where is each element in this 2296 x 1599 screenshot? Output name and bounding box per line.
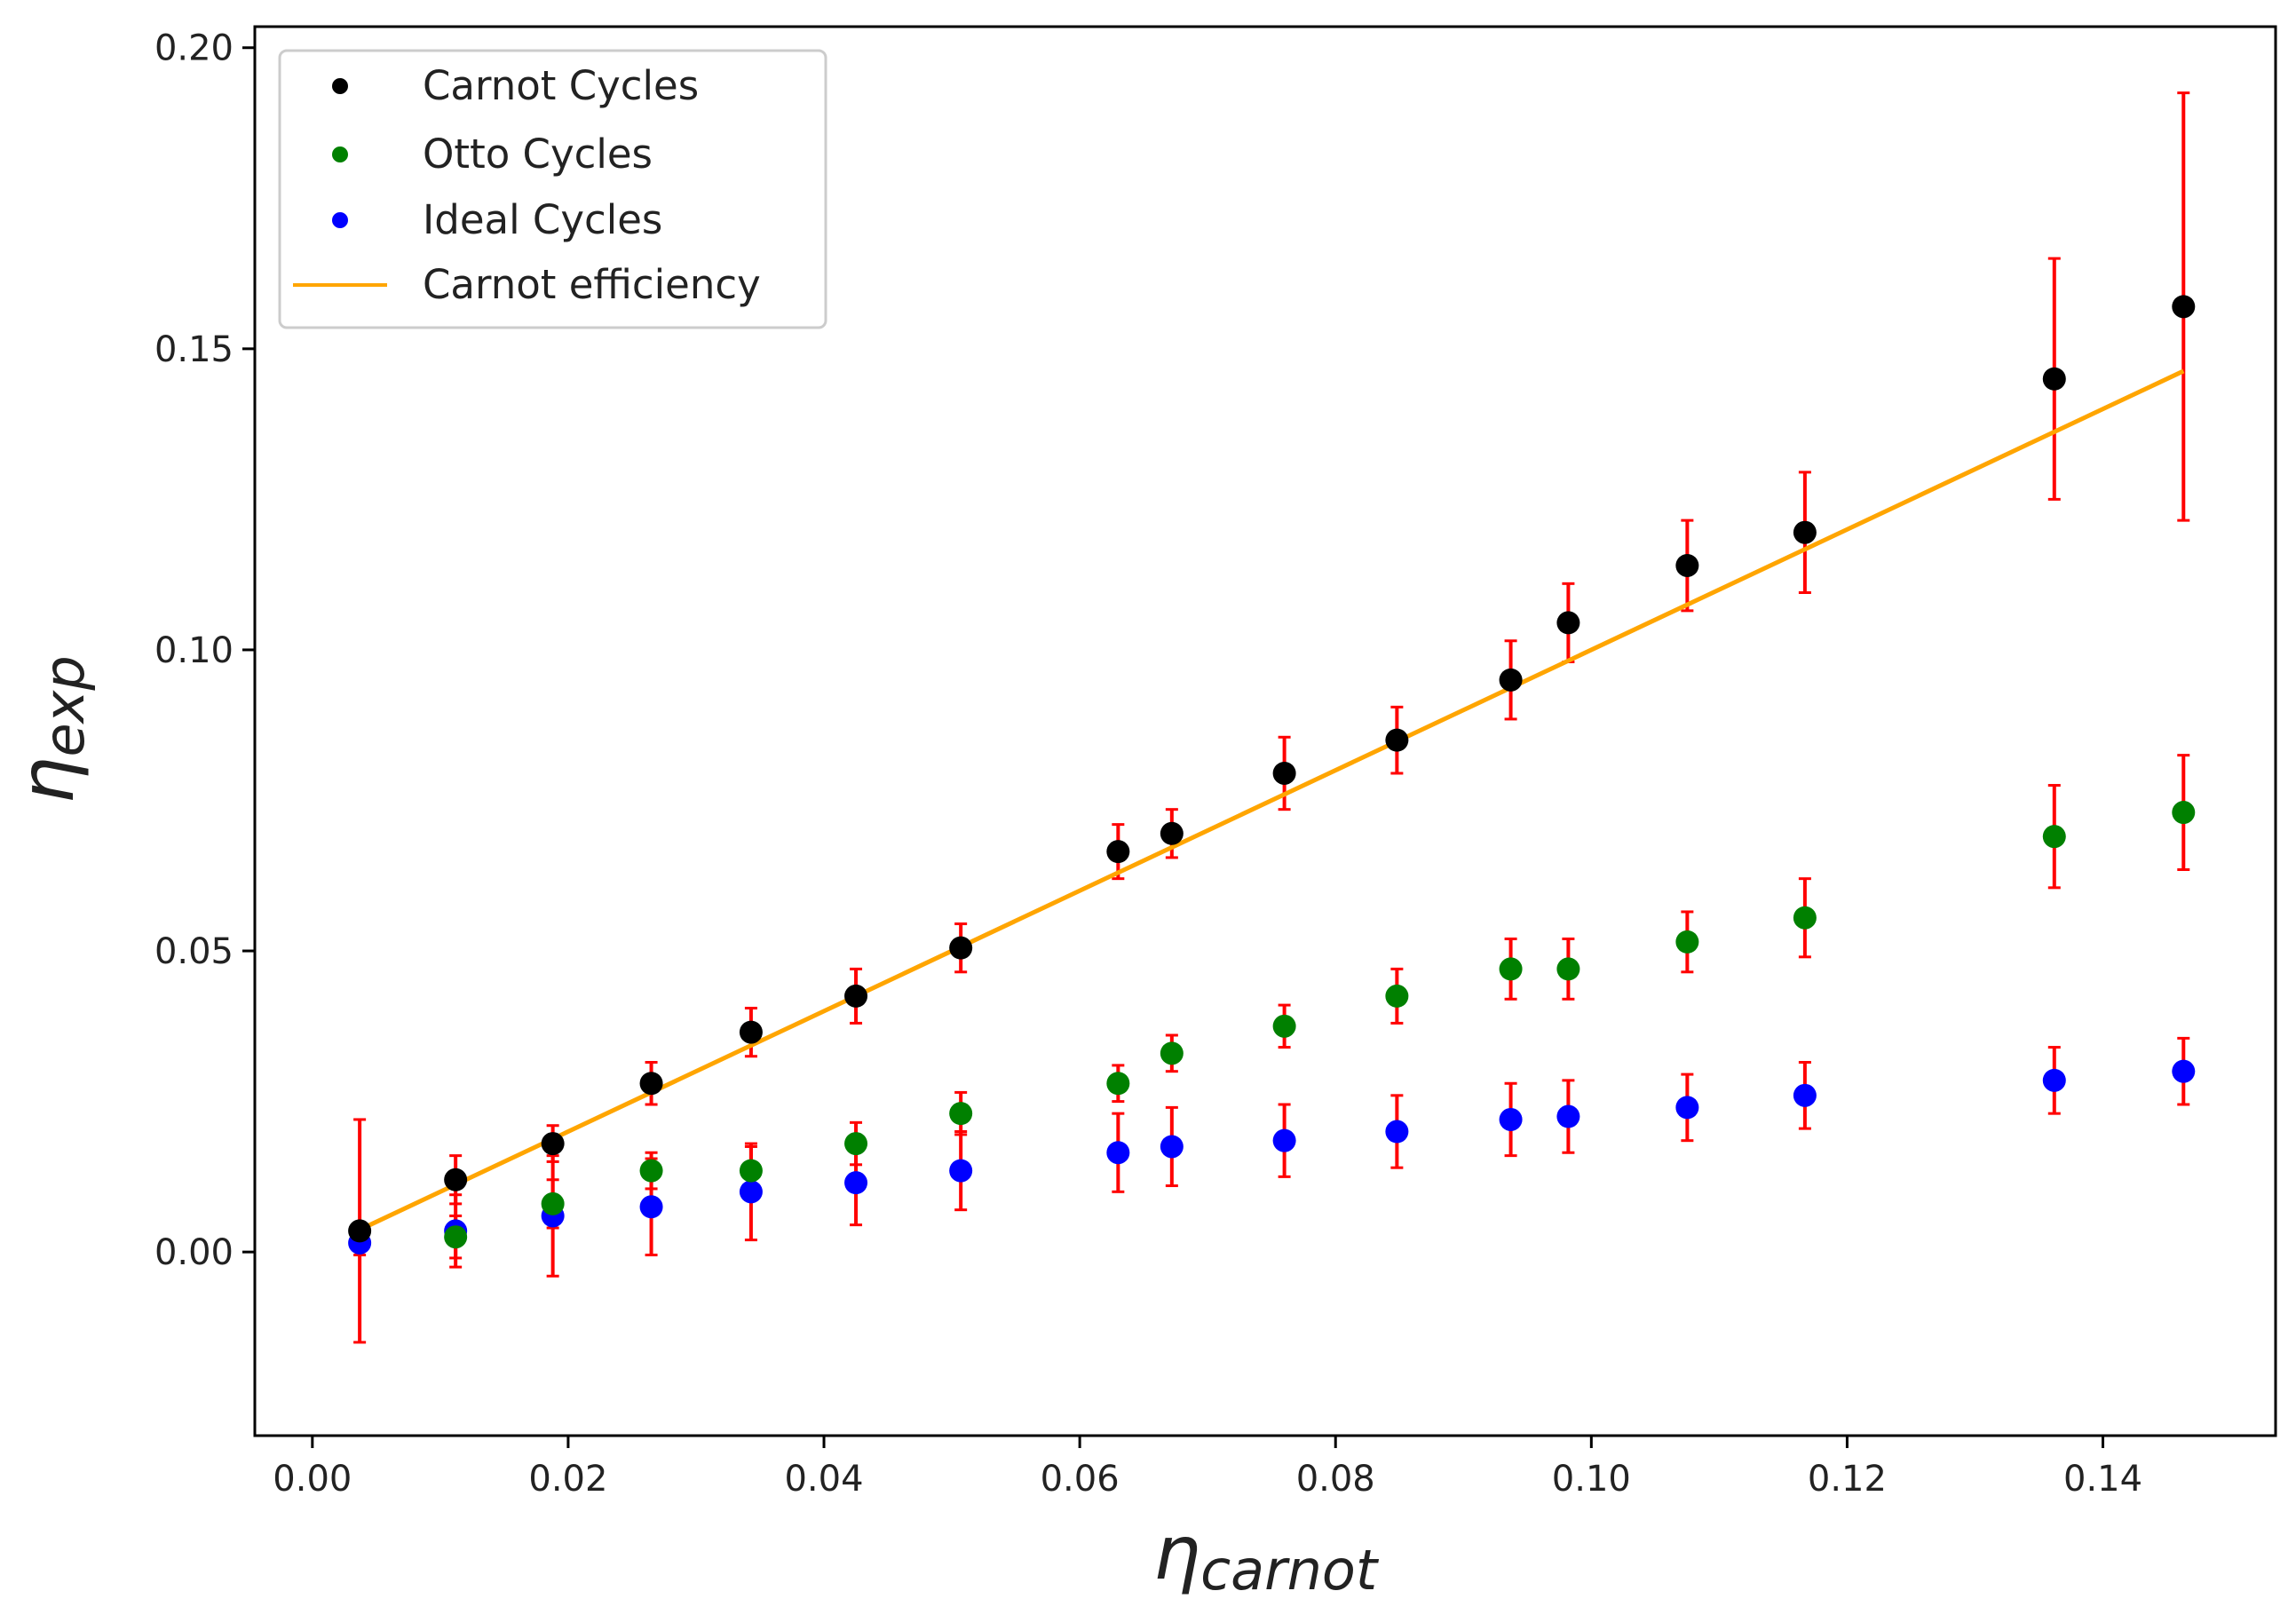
point-carnot-cycles <box>1160 821 1184 845</box>
point-otto-cycles <box>1272 1014 1296 1038</box>
y-tick-label: 0.05 <box>154 931 234 972</box>
carnot-efficiency-line <box>359 368 2185 1232</box>
point-ideal-cycles <box>844 1171 868 1195</box>
y-axis-label-sub: exp <box>32 655 97 756</box>
point-ideal-cycles <box>2172 1059 2196 1083</box>
x-tick-label: 0.04 <box>784 1459 863 1500</box>
y-tick-label: 0.15 <box>154 329 234 370</box>
x-tick-label: 0.12 <box>1808 1459 1887 1500</box>
x-tick-label: 0.06 <box>1041 1459 1120 1500</box>
series-ideal-cycles <box>348 1059 2196 1255</box>
point-otto-cycles <box>2042 825 2066 849</box>
point-carnot-cycles <box>348 1219 372 1243</box>
point-ideal-cycles <box>949 1159 973 1183</box>
point-carnot-cycles <box>1385 728 1409 752</box>
point-ideal-cycles <box>639 1195 663 1219</box>
legend-frame <box>278 49 827 329</box>
x-axis-label-main: η <box>1153 1509 1200 1596</box>
point-ideal-cycles <box>2042 1068 2066 1092</box>
point-otto-cycles <box>2172 801 2196 825</box>
y-axis-label: ηexp <box>4 655 97 803</box>
legend-label-carnot-efficiency: Carnot efficiency <box>423 261 761 308</box>
point-carnot-cycles <box>1272 761 1296 785</box>
series-carnot-cycles <box>348 295 2196 1243</box>
y-axis-ticks: 0.00 0.05 0.10 0.15 0.20 <box>154 28 255 1273</box>
point-carnot-cycles <box>444 1168 468 1191</box>
point-otto-cycles <box>1793 906 1817 930</box>
legend-label-carnot-cycles: Carnot Cycles <box>423 62 699 109</box>
point-ideal-cycles <box>1160 1135 1184 1159</box>
legend-label-otto-cycles: Otto Cycles <box>423 131 653 178</box>
x-tick-label: 0.10 <box>1552 1459 1631 1500</box>
point-otto-cycles <box>844 1132 868 1156</box>
x-tick-label: 0.14 <box>2063 1459 2142 1500</box>
point-carnot-cycles <box>1499 668 1523 692</box>
point-otto-cycles <box>949 1102 973 1126</box>
point-otto-cycles <box>1385 984 1409 1008</box>
y-tick-label: 0.20 <box>154 28 234 69</box>
point-otto-cycles <box>739 1159 763 1183</box>
point-ideal-cycles <box>1272 1128 1296 1152</box>
point-ideal-cycles <box>1556 1104 1580 1128</box>
point-carnot-cycles <box>1556 611 1580 635</box>
point-otto-cycles <box>1556 957 1580 981</box>
series-layer <box>348 91 2196 1344</box>
y-tick-label: 0.10 <box>154 630 234 671</box>
point-carnot-cycles <box>639 1072 663 1096</box>
legend-marker-ideal-cycles <box>332 212 348 228</box>
x-tick-label: 0.00 <box>273 1459 352 1500</box>
point-ideal-cycles <box>1106 1141 1130 1165</box>
point-carnot-cycles <box>1793 520 1817 544</box>
x-axis-ticks: 0.00 0.02 0.04 0.06 0.08 0.10 0.12 0.14 <box>273 1436 2142 1500</box>
series-otto-cycles <box>444 801 2196 1249</box>
point-carnot-cycles <box>1106 840 1130 864</box>
legend-label-ideal-cycles: Ideal Cycles <box>423 196 662 243</box>
point-ideal-cycles <box>1499 1107 1523 1131</box>
point-carnot-cycles <box>949 936 973 960</box>
y-tick-label: 0.00 <box>154 1232 234 1273</box>
point-ideal-cycles <box>1385 1120 1409 1144</box>
point-ideal-cycles <box>1675 1096 1699 1120</box>
point-otto-cycles <box>1675 930 1699 954</box>
point-otto-cycles <box>1160 1041 1184 1065</box>
point-carnot-cycles <box>541 1132 565 1156</box>
point-carnot-cycles <box>739 1020 763 1044</box>
plot-frame <box>253 25 2277 1437</box>
point-carnot-cycles <box>2172 295 2196 319</box>
y-axis-label-main: η <box>4 756 91 803</box>
point-carnot-cycles <box>844 984 868 1008</box>
point-otto-cycles <box>1106 1072 1130 1096</box>
legend-marker-carnot-cycles <box>332 78 348 94</box>
point-otto-cycles <box>639 1159 663 1183</box>
x-axis-label: ηcarnot <box>1153 1509 1380 1599</box>
point-otto-cycles <box>1499 957 1523 981</box>
legend-marker-otto-cycles <box>332 146 348 162</box>
x-axis-label-sub: carnot <box>1200 1538 1380 1599</box>
point-otto-cycles <box>541 1191 565 1215</box>
point-carnot-cycles <box>1675 553 1699 577</box>
point-ideal-cycles <box>739 1180 763 1204</box>
legend: Carnot Cycles Otto Cycles Ideal Cycles C… <box>278 49 827 329</box>
point-carnot-cycles <box>2042 367 2066 391</box>
x-tick-label: 0.08 <box>1296 1459 1375 1500</box>
x-tick-label: 0.02 <box>528 1459 607 1500</box>
point-ideal-cycles <box>1793 1083 1817 1107</box>
point-otto-cycles <box>444 1225 468 1249</box>
